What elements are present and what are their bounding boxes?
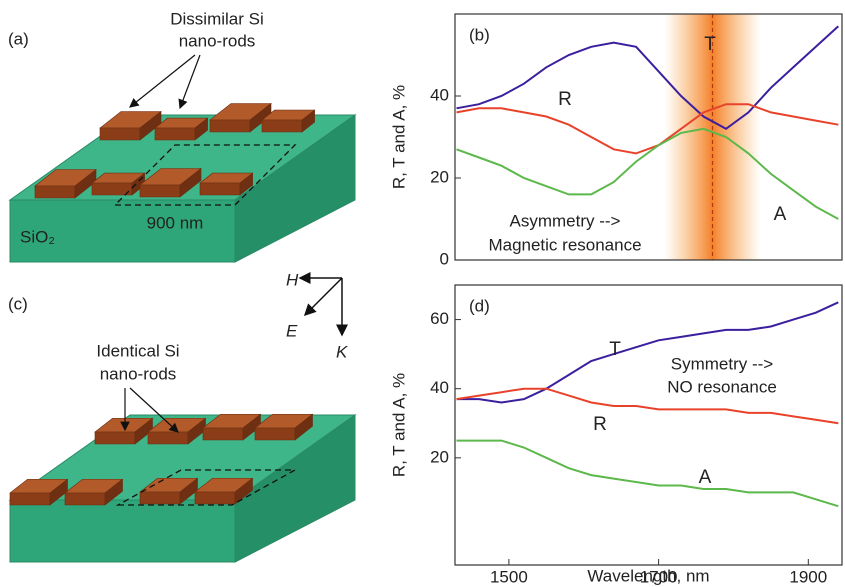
rod-front [65,493,105,505]
rod-front [195,492,235,504]
data-line [457,104,839,153]
y-tick-label: 40 [430,378,449,397]
data-line [457,389,839,424]
diagrams [10,104,355,563]
x-tick-label: 1500 [490,567,528,586]
annotation: Dissimilar Si [170,9,264,28]
period-label: 900 nm [147,213,204,232]
rod-front [10,493,50,505]
rod-front [200,183,240,195]
series-label: T [704,34,716,55]
rod-front [35,186,75,198]
y-tick-label: 20 [430,447,449,466]
panel-label: (c) [8,294,28,313]
rod-front [95,432,135,444]
series-label: A [774,204,787,225]
annotation: nano-rods [179,31,256,50]
rod-front [262,120,302,132]
annotation: Asymmetry --> [510,211,621,230]
arrow [305,278,342,315]
y-tick-label: 60 [430,309,449,328]
panel-label: (b) [469,25,490,44]
annotation: NO resonance [667,377,777,396]
rod-front [100,128,140,140]
arrow [130,55,195,107]
data-line [457,302,839,402]
series-label: A [699,467,712,488]
rod-front [148,432,188,444]
figure: (a) Dissimilar Si nano-rods SiO₂ 900 nm … [0,0,845,587]
panel-label: (d) [469,296,490,315]
y-tick-label: 40 [430,85,449,104]
rod-front [155,128,195,140]
series-label: T [609,339,621,360]
y-tick-label: 20 [430,167,449,186]
plot-frame [455,285,842,565]
annotation: nano-rods [100,364,177,383]
data-line [457,441,839,507]
slab-front [10,500,235,562]
y-tick-label: 0 [440,249,449,268]
y-axis-label: R, T and A, % [389,373,408,477]
rod-front [255,428,295,440]
rod-front [140,185,180,197]
panel-label: (a) [8,29,29,48]
arrow [180,55,200,108]
x-axis-label: Wavelength, nm [587,566,709,585]
series-label: R [593,414,607,435]
axis-letter: H [286,270,299,289]
x-tick-label: 1900 [789,567,827,586]
substrate-label: SiO₂ [20,227,55,246]
rod-front [203,428,243,440]
annotation: Magnetic resonance [488,235,641,254]
rod-front [210,120,250,132]
annotation: Symmetry --> [671,354,774,373]
annotation: Identical Si [96,341,179,360]
axis-letter: E [286,321,298,340]
series-label: R [558,89,572,110]
y-axis-label: R, T and A, % [389,85,408,189]
axis-letter: K [336,342,348,361]
rod-front [140,492,180,504]
